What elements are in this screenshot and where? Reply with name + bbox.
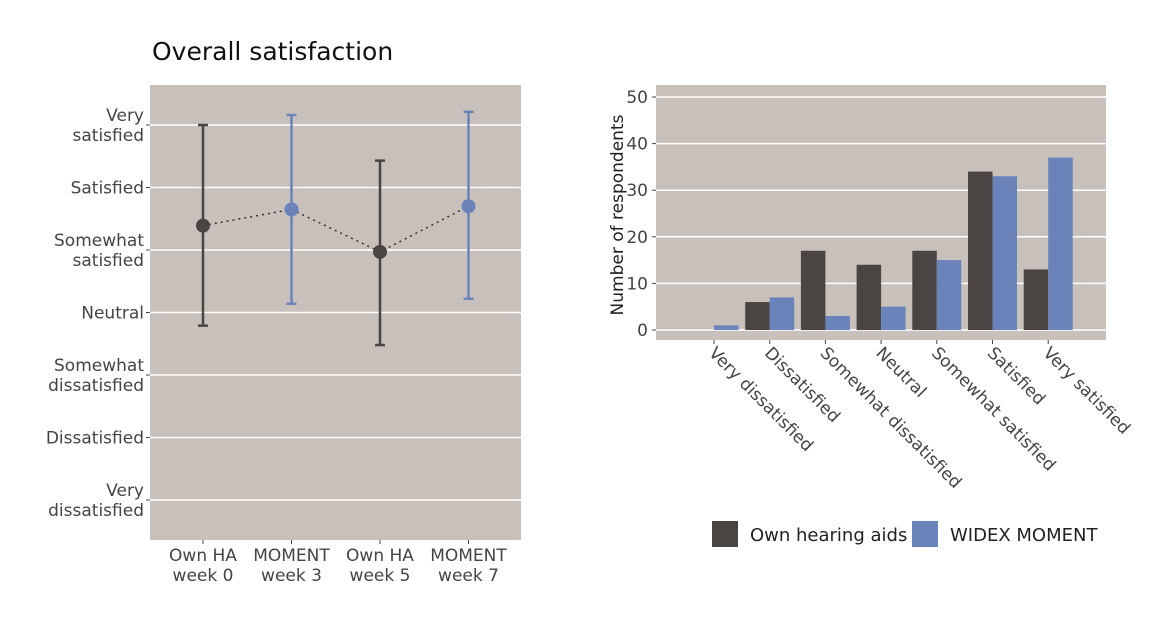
legend-swatch-moment [912, 521, 938, 547]
y-tick-label-line: Somewhat [54, 356, 144, 376]
x-tick-label: Very dissatisfied [704, 343, 816, 455]
y-tick-label-line: Neutral [81, 304, 144, 324]
x-tick-label-line: MOMENT [253, 546, 330, 566]
y-tick-label: 40 [626, 135, 648, 155]
y-tick-label: Neutral [81, 304, 144, 324]
bar-own [968, 171, 993, 330]
mean-connector-line [202, 205, 469, 253]
x-tick-label: Own HA week 5 [346, 546, 414, 586]
x-tick-label: Very satisfied [1039, 343, 1134, 438]
mean-point [461, 199, 476, 214]
y-tick-label: Somewhat dissatisfied [48, 356, 144, 396]
bar-moment [881, 306, 906, 330]
bar-own [1023, 269, 1049, 330]
x-tick-label: MOMENT week 7 [430, 546, 507, 586]
mean-point [373, 244, 387, 259]
x-tick-label-line: week 3 [261, 566, 322, 586]
bar-moment [992, 176, 1017, 330]
right-y-axis-label: Number of respondents [608, 114, 628, 315]
left-chart-title: Overall satisfaction [152, 37, 393, 66]
x-tick-label: MOMENT week 3 [253, 546, 330, 586]
legend-label-own: Own hearing aids [750, 525, 907, 546]
mean-point [284, 202, 299, 217]
y-tick-label-line: satisfied [73, 251, 144, 271]
x-tick-label-line: MOMENT [430, 546, 507, 566]
y-tick-label-line: Very [106, 106, 144, 126]
y-tick-label-line: satisfied [73, 126, 144, 146]
mean-point [196, 218, 210, 233]
bar-moment [714, 325, 739, 330]
y-tick-label-line: dissatisfied [48, 376, 144, 396]
legend-label-moment: WIDEX MOMENT [950, 525, 1098, 546]
bar-own [912, 250, 937, 330]
y-tick-label: 0 [637, 321, 648, 341]
bar-own [745, 302, 770, 330]
y-tick-label: 30 [626, 181, 648, 201]
legend: Own hearing aids WIDEX MOMENT [712, 521, 1098, 547]
bar-own [856, 264, 882, 330]
y-tick-label-line: Dissatisfied [46, 429, 144, 449]
x-tick-label-line: Own HA [346, 546, 414, 566]
y-tick-label: 10 [626, 274, 648, 294]
y-tick-label-line: Very [106, 481, 144, 501]
y-tick-label: 50 [626, 88, 648, 108]
legend-swatch-own [712, 521, 738, 547]
x-tick-label-line: week 5 [350, 566, 411, 586]
y-tick-label-line: dissatisfied [48, 501, 144, 521]
y-tick-label: Very satisfied [73, 106, 144, 146]
y-tick-label: Very dissatisfied [48, 481, 144, 521]
x-tick-label-line: week 7 [438, 566, 499, 586]
bar-moment [936, 260, 962, 330]
x-tick-label: Own HA week 0 [169, 546, 237, 586]
y-tick-label: Somewhat satisfied [54, 231, 144, 271]
y-tick-label: 20 [626, 228, 648, 248]
y-tick-label-line: Somewhat [54, 231, 144, 251]
bar-moment [1048, 157, 1073, 330]
x-tick-label-line: Own HA [169, 546, 237, 566]
y-tick-label-line: Satisfied [71, 179, 144, 199]
x-tick-label-line: week 0 [173, 566, 234, 586]
bar-own [800, 250, 826, 330]
y-tick-label: Satisfied [71, 179, 144, 199]
bar-moment [825, 316, 850, 330]
y-tick-label: Dissatisfied [46, 429, 144, 449]
bar-moment [769, 297, 795, 330]
